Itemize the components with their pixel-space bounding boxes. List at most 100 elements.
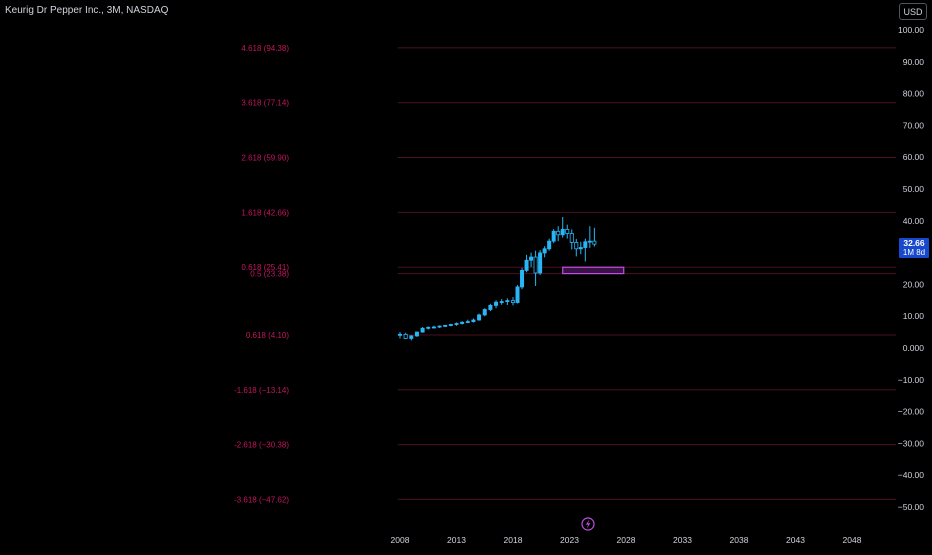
candle [524,254,529,273]
candle-body [538,252,543,274]
candle [587,226,592,248]
x-tick-label: 2008 [391,535,410,545]
candle [547,238,552,251]
candle-body [488,304,493,310]
candle [482,308,487,317]
chart-title: Keurig Dr Pepper Inc., 3M, NASDAQ [5,5,169,16]
candle-body [420,327,425,333]
fib-level-label: 0.618 (25.41) [241,263,289,272]
candle-body [431,326,436,329]
candle-body [542,248,547,254]
y-tick-label: −20.00 [898,407,925,417]
candle [431,325,436,329]
candle [569,229,574,250]
candle [533,250,538,286]
x-tick-label: 2043 [786,535,805,545]
candle [465,319,470,324]
candle [403,332,408,340]
candle-body [471,319,476,323]
candle-body [533,256,538,274]
fib-level-label: -1.618 (−13.14) [234,386,289,395]
support-zone[interactable] [562,266,625,275]
candle [443,324,448,328]
fibonacci-extension[interactable]: 4.618 (94.38) 3.618 (77.14) 2.618 (59.90) 1… [234,44,896,505]
bar-countdown: 1M 8d [902,248,926,257]
candle [494,300,499,309]
candle [437,325,442,328]
fib-level-label: -2.618 (−30.38) [234,441,289,450]
candle [574,238,579,257]
candle [520,267,525,290]
candle-body [494,301,499,306]
x-tick-label: 2048 [843,535,862,545]
fib-level-label: 0.618 (4.10) [246,331,289,340]
candle [542,246,547,258]
y-tick-label: −10.00 [898,375,925,385]
y-tick-label: 0.000 [903,343,925,353]
x-tick-label: 2013 [447,535,466,545]
y-tick-label: −40.00 [898,470,925,480]
candle-body [574,242,579,250]
candle-body [524,259,529,271]
lightning-icon[interactable] [581,517,595,531]
y-tick-label: 20.00 [903,279,925,289]
candle-body [460,321,465,324]
candle [426,326,431,330]
fib-level-label: 2.618 (59.90) [241,154,289,163]
x-tick-label: 2023 [560,535,579,545]
candle-body [465,321,470,324]
candle [460,321,465,325]
candle-body [397,333,402,336]
y-tick-label: 80.00 [903,89,925,99]
candle [592,227,597,247]
candle-body [414,331,419,337]
candle-body [551,230,556,242]
candle-body [409,335,414,339]
candle [538,250,543,275]
x-tick-label: 2033 [673,535,692,545]
candle [488,303,493,312]
currency-button[interactable]: USD [899,3,927,20]
candle-body [482,309,487,316]
zone-rectangle[interactable] [562,266,625,275]
candle [499,299,504,305]
candlestick-series [397,216,597,341]
candle [414,331,419,337]
last-price-label: 32.66 1M 8d [899,238,929,258]
candle [551,229,556,244]
y-tick-label: −50.00 [898,502,925,512]
candle-body [515,286,520,303]
candle [397,332,402,339]
candle-body [578,247,583,250]
price-axis[interactable]: 100.0090.0080.0070.0060.0050.0040.0030.0… [898,25,925,512]
y-tick-label: 50.00 [903,184,925,194]
candle [448,323,453,327]
y-tick-label: 90.00 [903,57,925,67]
y-tick-label: 40.00 [903,216,925,226]
candle [420,327,425,333]
candle-body [448,324,453,326]
candle-body [477,314,482,321]
candle-body [443,325,448,327]
candle-body [565,228,570,234]
last-price-value: 32.66 [903,238,925,248]
candle-body [569,233,574,243]
fib-level-label: 4.618 (94.38) [241,44,289,53]
candle-body [592,240,597,245]
x-tick-label: 2018 [504,535,523,545]
candle-body [499,301,504,303]
candle [565,224,570,239]
candle [578,241,583,255]
candle-body [403,333,408,339]
y-tick-label: −30.00 [898,438,925,448]
fib-level-label: 1.618 (42.66) [241,208,289,217]
candle-body [583,241,588,248]
y-tick-label: 60.00 [903,152,925,162]
candle [477,313,482,321]
time-axis[interactable]: 2008 2013 2018 2023 2028 2033 2038 2043 2048 [391,535,862,545]
candle [556,226,561,242]
candle-body [505,300,510,303]
candle-body [556,230,561,236]
